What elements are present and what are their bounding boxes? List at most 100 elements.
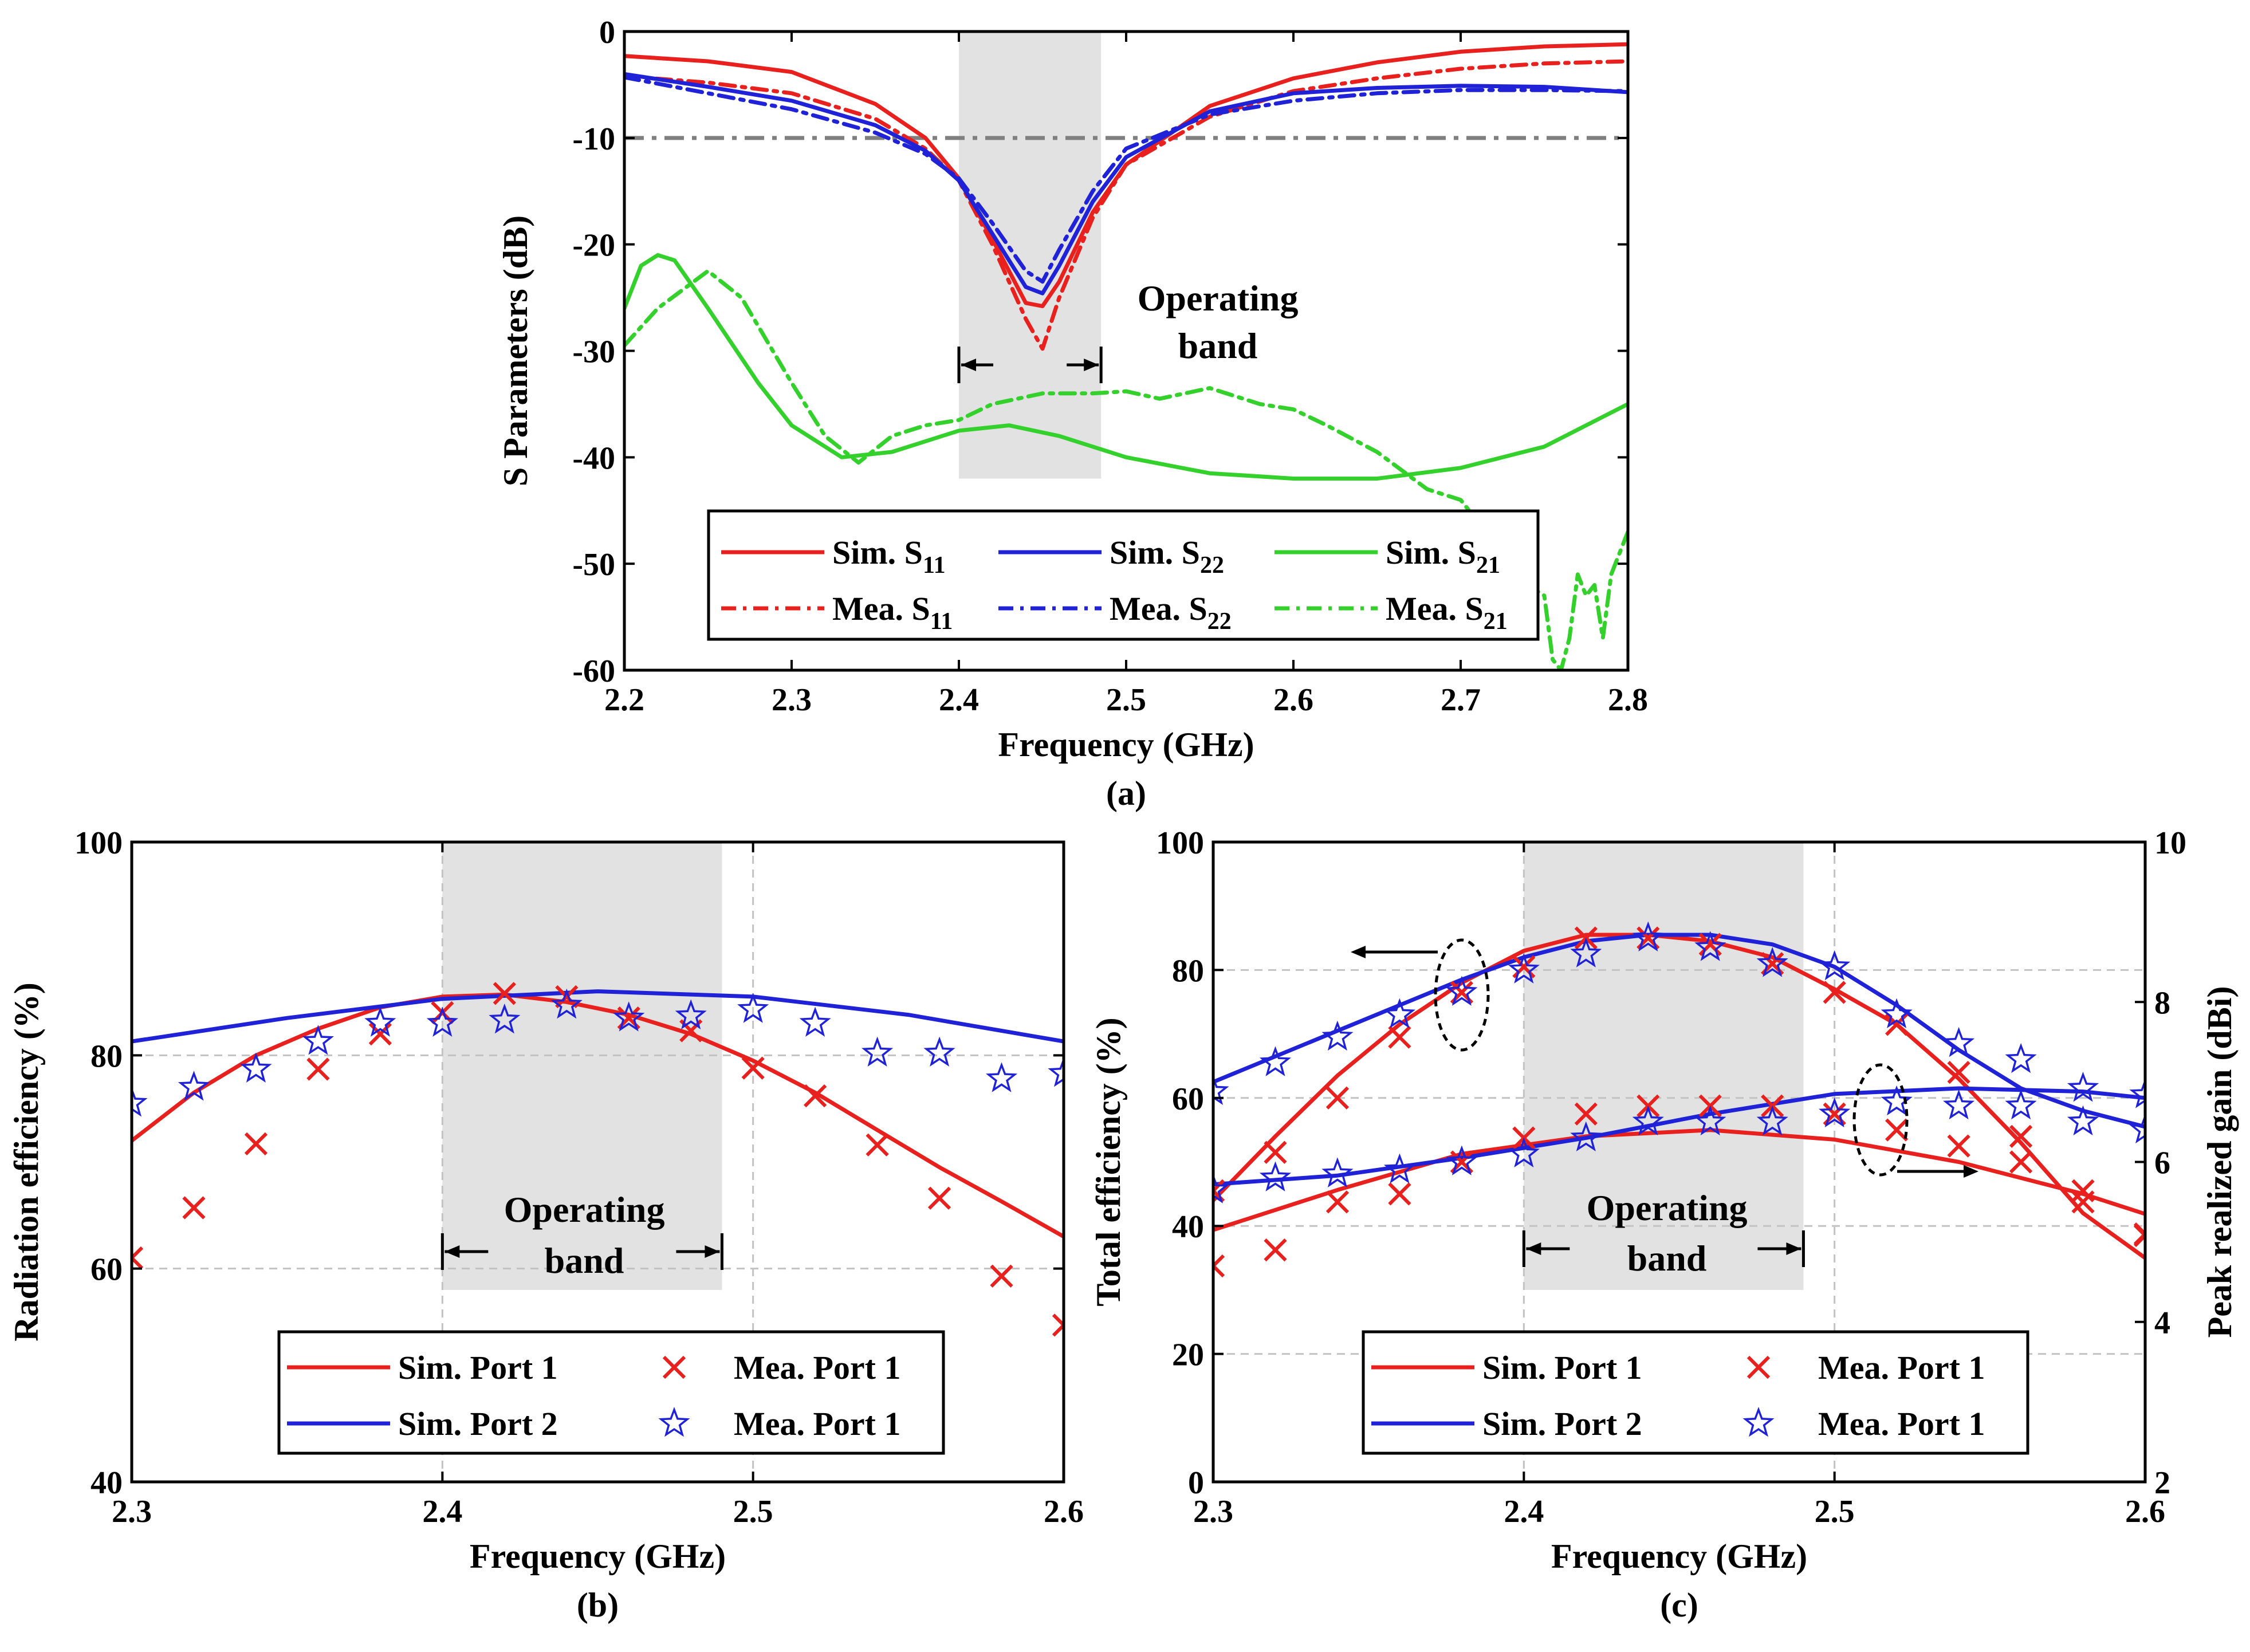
chart-c-series-4-point-12: [1947, 1060, 1970, 1084]
chart-b-series-3-point-3: [302, 1025, 334, 1055]
x-marker-stroke: [2133, 1231, 2145, 1246]
chart-c-series-7-point-5: [1508, 1137, 1540, 1168]
chart-b-series-3-point-13: [923, 1036, 955, 1067]
chart-c-ytick-label: 0: [1188, 1465, 1204, 1501]
chart-c-ytick-label-right: 2: [2154, 1465, 2170, 1501]
chart-a-legend-box: [707, 509, 1540, 641]
chart-b-ytick-label: 40: [91, 1465, 123, 1501]
x-marker-stroke: [132, 1255, 144, 1270]
x-marker-stroke: [244, 1132, 268, 1155]
chart-c-series-7-point-2: [1321, 1157, 1354, 1187]
chart-c-series-6-point-2: [1325, 1190, 1350, 1214]
chart-a-series-2-line: [624, 72, 1628, 296]
chart-a-xtick-label: 2.4: [939, 682, 979, 718]
chart-b-series-3-point-4: [364, 1006, 396, 1037]
chart-a-legend-item-0: Sim. S11: [721, 534, 946, 579]
x-marker-stroke: [1264, 1140, 1287, 1164]
chart-c-xlabel: Frequency (GHz): [1551, 1537, 1807, 1575]
chart-c-series-7-point-8: [1694, 1105, 1726, 1136]
chart-b-series-2-point-14: [990, 1264, 1013, 1288]
chart-b-series-2-point-15: [1052, 1313, 1064, 1337]
chart-c-ytick-label: 40: [1172, 1209, 1204, 1245]
chart-c-ytick-label: 60: [1172, 1081, 1204, 1117]
chart-c-series-5-point-10: [1819, 950, 1851, 981]
chart-a-series-3-line: [624, 75, 1628, 284]
chart-c-band-arrowhead-right: [1786, 1242, 1801, 1255]
chart-b-band-label-2: band: [545, 1240, 624, 1281]
chart-c-series-5-point-7: [1632, 921, 1664, 952]
chart-c-series-7-point-10: [1819, 1097, 1851, 1128]
x-marker-stroke: [2009, 1150, 2033, 1174]
x-marker-stroke: [1388, 1025, 1411, 1049]
chart-a-ytick-label: -60: [572, 654, 615, 689]
legend-x-swatch: [1746, 1355, 1771, 1379]
chart-a-ytick-label: -40: [572, 440, 615, 476]
chart-b-legend-label-1: Mea. Port 1: [734, 1349, 900, 1386]
chart-c-caption: (c): [1660, 1586, 1698, 1624]
chart-c-series-5-point-3: [1383, 998, 1415, 1029]
chart-b-band-label-1: Operating: [504, 1189, 665, 1230]
left-axis-indicator-arrowhead: [1351, 946, 1366, 958]
chart-c-xtick-label: 2.6: [2125, 1494, 2165, 1529]
chart-c-series-7-point-15: [2129, 1113, 2145, 1144]
x-marker-stroke: [1574, 1102, 1598, 1126]
x-marker-stroke: [2133, 1222, 2145, 1237]
chart-a-ytick-label: -30: [572, 335, 615, 370]
chart-c-series-6-point-15: [2133, 1222, 2145, 1246]
x-marker-stroke: [1388, 1182, 1411, 1206]
chart-a-ytick-label: 0: [599, 15, 615, 50]
chart-c-band-arrowhead-left: [1526, 1242, 1541, 1255]
chart-c-series-7-point-12: [1943, 1089, 1975, 1120]
x-marker-stroke: [1947, 1134, 1970, 1158]
left-axis-indicator-ellipse: [1434, 938, 1490, 1052]
chart-b-legend-item-0: Sim. Port 1: [287, 1349, 558, 1386]
chart-c-series-7-point-11: [1881, 1085, 1913, 1116]
chart-c-legend-label-0: Sim. Port 1: [1482, 1349, 1642, 1386]
x-marker-stroke: [2071, 1179, 2095, 1202]
chart-c-ytick-label: 80: [1172, 953, 1204, 989]
legend-star-swatch: [1742, 1406, 1775, 1437]
chart-c-series-5-point-1: [1259, 1046, 1292, 1076]
chart-c-series-6-point-12: [1947, 1134, 1970, 1158]
x-marker-stroke: [1885, 1013, 1909, 1036]
chart-b-series-2-point-13: [927, 1186, 951, 1210]
right-axis-indicator-arrowhead: [1964, 1165, 1978, 1178]
chart-b-series-2-point-2: [244, 1132, 268, 1155]
x-marker-stroke: [1325, 1086, 1350, 1110]
x-marker-stroke: [1264, 1238, 1287, 1262]
chart-c-xtick-label: 2.5: [1815, 1494, 1855, 1529]
chart-b-series-2-point-12: [866, 1133, 889, 1157]
chart-b-series-2-point-1: [182, 1196, 206, 1220]
chart-c-series-6-point-13: [2009, 1150, 2033, 1174]
chart-a-legend-label-0: Sim. S11: [832, 534, 946, 579]
chart-a-legend-label-5: Mea. S21: [1386, 590, 1508, 635]
x-marker-stroke: [555, 985, 579, 1009]
chart-b-series-3-point-5: [426, 1006, 458, 1037]
chart-c-legend-label-2: Sim. Port 2: [1482, 1405, 1642, 1442]
chart-b-series-2-point-6: [493, 982, 516, 1005]
x-marker-stroke: [1947, 1060, 1970, 1084]
chart-c-series-7-point-9: [1756, 1105, 1788, 1136]
chart-c-series-5-point-13: [2005, 1043, 2037, 1073]
chart-c-legend-label-1: Mea. Port 1: [1818, 1349, 1985, 1386]
chart-b-legend: Sim. Port 1 Mea. Port 1 Sim. Port 2 Mea. Po…: [277, 1330, 945, 1455]
chart-c-series-4-point-13: [2009, 1124, 2033, 1148]
chart-c-ytick-label-right: 6: [2154, 1146, 2170, 1181]
chart-c-series-7-point-14: [2067, 1105, 2099, 1136]
chart-a-xtick-label: 2.3: [772, 682, 812, 718]
chart-a-legend-item-4: Mea. S22: [998, 590, 1232, 635]
chart-c-series-5-point-11: [1881, 998, 1913, 1029]
chart-c-ytick-label: 100: [1156, 825, 1204, 861]
chart-b-legend-item-2: Sim. Port 2: [287, 1405, 558, 1442]
x-marker-stroke: [1823, 981, 1846, 1004]
chart-b-series-2-point-0: [132, 1246, 144, 1270]
chart-a-series-4-line: [624, 253, 1628, 481]
chart-a-series-0-line: [624, 42, 1628, 308]
x-marker-stroke: [1325, 1190, 1350, 1214]
chart-c-series-4-point-14: [2071, 1179, 2095, 1202]
chart-b-series-3-point-1: [178, 1071, 210, 1101]
chart-c-series-5-point-14: [2067, 1072, 2099, 1102]
chart-a-legend-item-3: Mea. S11: [721, 590, 953, 635]
chart-b-legend-box: [277, 1330, 945, 1455]
